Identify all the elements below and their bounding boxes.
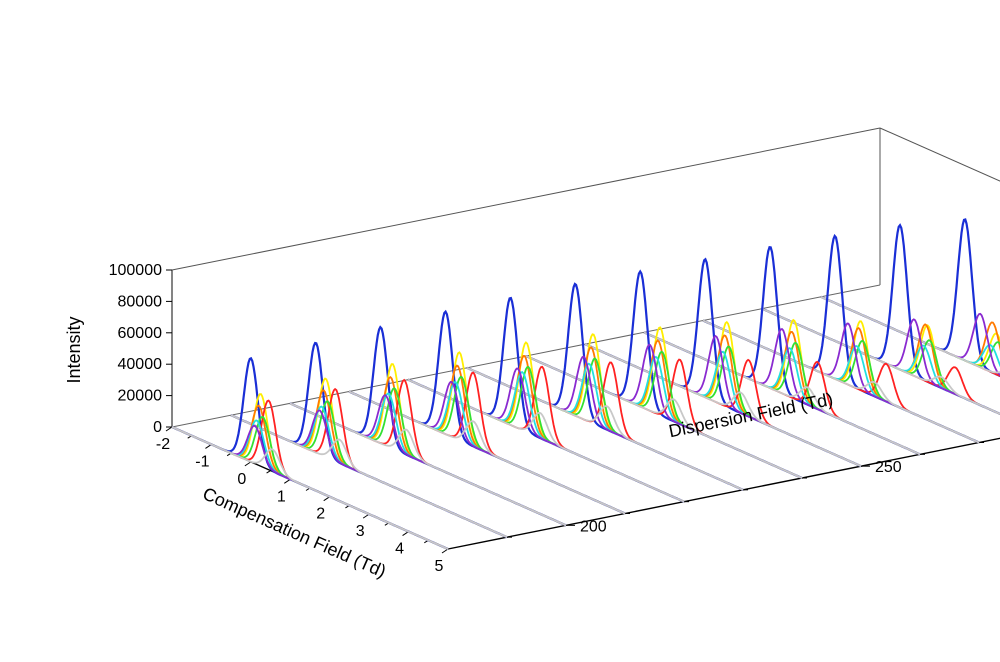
z-tick-label: 20000 [118, 388, 163, 405]
z-tick-label: 40000 [118, 356, 163, 373]
x-minor-tick [266, 470, 271, 474]
x-tick [165, 426, 173, 432]
chart-traces [171, 218, 1000, 550]
x-tick-label: 4 [395, 541, 404, 558]
z-tick-label: 60000 [118, 325, 163, 342]
z-tick-label: 0 [153, 419, 162, 436]
series-line [289, 402, 567, 527]
dispersion-slice [702, 233, 980, 444]
dispersion-slice [171, 356, 449, 550]
dispersion-slice [584, 257, 862, 468]
series-line [525, 355, 803, 479]
series-line [702, 319, 980, 444]
dispersion-slice [289, 325, 567, 527]
box-edge-right-top [879, 127, 1000, 182]
z-tick-label: 80000 [118, 293, 163, 310]
series-line [761, 307, 1000, 415]
x-tick-label: 0 [237, 471, 246, 488]
series-line [171, 399, 449, 550]
series-line [466, 366, 744, 491]
series-line [820, 295, 1000, 374]
dispersion-slice [466, 282, 744, 491]
x-tick-label: 5 [435, 558, 444, 575]
dispersion-slice [525, 269, 803, 479]
dispersion-slice [761, 223, 1000, 416]
series-line [407, 365, 685, 503]
z-tick-label: 100000 [109, 262, 162, 279]
series-line [171, 426, 449, 550]
series-line [407, 366, 685, 503]
x-tick-label: 3 [356, 523, 365, 540]
z-axis-title: Intensity [64, 316, 84, 383]
y-tick-label: 250 [875, 459, 902, 476]
dispersion-slice [643, 245, 921, 456]
x-tick-label: 1 [277, 488, 286, 505]
box-edge-back-top [171, 127, 881, 271]
series-line [643, 331, 921, 456]
series-line [584, 343, 862, 468]
x-tick-label: -2 [156, 436, 170, 453]
x-tick-label: -1 [195, 453, 209, 470]
x-tick-label: 2 [316, 506, 325, 523]
y-tick-label: 200 [580, 518, 607, 535]
x-tick [244, 461, 252, 467]
dispersion-slice [820, 218, 1000, 378]
